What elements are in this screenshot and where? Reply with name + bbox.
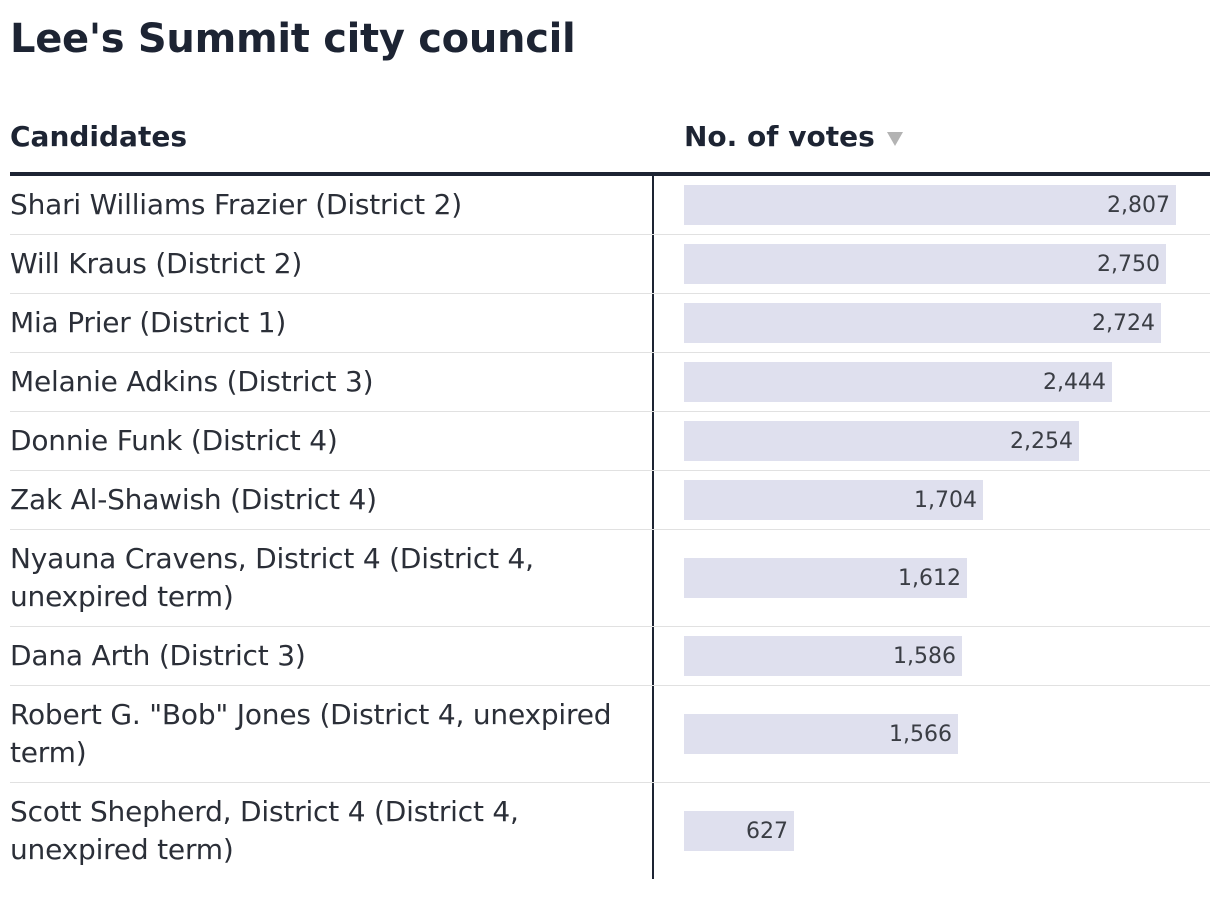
vote-bar: 1,566 bbox=[684, 714, 958, 754]
vote-count-label: 1,566 bbox=[889, 722, 952, 747]
candidate-name: Scott Shepherd, District 4 (District 4, … bbox=[10, 795, 519, 866]
votes-cell: 1,704 bbox=[652, 471, 1210, 529]
votes-cell: 2,254 bbox=[652, 412, 1210, 470]
column-divider bbox=[652, 235, 654, 293]
candidate-name: Zak Al-Shawish (District 4) bbox=[10, 483, 377, 516]
table-row: Melanie Adkins (District 3) 2,444 bbox=[10, 353, 1210, 412]
vote-bar: 1,586 bbox=[684, 636, 962, 676]
votes-cell: 1,566 bbox=[652, 686, 1210, 782]
vote-count-label: 1,612 bbox=[898, 566, 961, 591]
table-row: Will Kraus (District 2) 2,750 bbox=[10, 235, 1210, 294]
column-divider bbox=[652, 783, 654, 879]
chart-title: Lee's Summit city council bbox=[10, 16, 576, 62]
vote-bar: 1,612 bbox=[684, 558, 967, 598]
table-header: Candidates No. of votes bbox=[10, 104, 1210, 176]
votes-cell: 2,807 bbox=[652, 176, 1210, 234]
votes-cell: 627 bbox=[652, 783, 1210, 879]
vote-bar: 627 bbox=[684, 811, 794, 851]
column-divider bbox=[652, 294, 654, 352]
table-row: Nyauna Cravens, District 4 (District 4, … bbox=[10, 530, 1210, 627]
column-divider bbox=[652, 530, 654, 626]
votes-column-header[interactable]: No. of votes bbox=[684, 120, 903, 153]
vote-bar: 2,444 bbox=[684, 362, 1112, 402]
vote-count-label: 627 bbox=[746, 819, 788, 844]
vote-bar: 2,750 bbox=[684, 244, 1166, 284]
vote-count-label: 2,807 bbox=[1107, 193, 1170, 218]
vote-count-label: 2,724 bbox=[1092, 311, 1155, 336]
sort-descending-icon[interactable] bbox=[886, 131, 903, 146]
vote-count-label: 2,444 bbox=[1043, 370, 1106, 395]
votes-cell: 1,586 bbox=[652, 627, 1210, 685]
table-row: Mia Prier (District 1) 2,724 bbox=[10, 294, 1210, 353]
votes-cell: 1,612 bbox=[652, 530, 1210, 626]
candidate-name: Nyauna Cravens, District 4 (District 4, … bbox=[10, 542, 534, 613]
table-row: Robert G. "Bob" Jones (District 4, unexp… bbox=[10, 686, 1210, 783]
table-body: Shari Williams Frazier (District 2) 2,807… bbox=[10, 176, 1210, 879]
votes-column-label: No. of votes bbox=[684, 120, 875, 153]
candidate-name: Shari Williams Frazier (District 2) bbox=[10, 188, 462, 221]
vote-count-label: 1,704 bbox=[914, 488, 977, 513]
column-divider bbox=[652, 176, 654, 234]
candidate-name: Will Kraus (District 2) bbox=[10, 247, 303, 280]
vote-bar: 2,807 bbox=[684, 185, 1176, 225]
votes-cell: 2,724 bbox=[652, 294, 1210, 352]
candidate-name: Melanie Adkins (District 3) bbox=[10, 365, 374, 398]
column-divider bbox=[652, 353, 654, 411]
vote-bar: 2,254 bbox=[684, 421, 1079, 461]
candidates-column-header: Candidates bbox=[10, 120, 187, 153]
column-divider bbox=[652, 471, 654, 529]
column-divider bbox=[652, 412, 654, 470]
table-row: Dana Arth (District 3) 1,586 bbox=[10, 627, 1210, 686]
candidate-name: Mia Prier (District 1) bbox=[10, 306, 287, 339]
column-divider bbox=[652, 627, 654, 685]
candidate-name: Dana Arth (District 3) bbox=[10, 639, 306, 672]
vote-bar: 2,724 bbox=[684, 303, 1161, 343]
table-row: Donnie Funk (District 4) 2,254 bbox=[10, 412, 1210, 471]
vote-count-label: 1,586 bbox=[893, 644, 956, 669]
table-row: Scott Shepherd, District 4 (District 4, … bbox=[10, 783, 1210, 879]
column-divider bbox=[652, 686, 654, 782]
votes-cell: 2,750 bbox=[652, 235, 1210, 293]
vote-count-label: 2,750 bbox=[1097, 252, 1160, 277]
table-row: Zak Al-Shawish (District 4) 1,704 bbox=[10, 471, 1210, 530]
vote-count-label: 2,254 bbox=[1010, 429, 1073, 454]
candidate-name: Robert G. "Bob" Jones (District 4, unexp… bbox=[10, 698, 612, 769]
candidate-name: Donnie Funk (District 4) bbox=[10, 424, 338, 457]
vote-bar: 1,704 bbox=[684, 480, 983, 520]
results-table: Candidates No. of votes Shari Williams F… bbox=[10, 104, 1210, 879]
table-row: Shari Williams Frazier (District 2) 2,807 bbox=[10, 176, 1210, 235]
votes-cell: 2,444 bbox=[652, 353, 1210, 411]
